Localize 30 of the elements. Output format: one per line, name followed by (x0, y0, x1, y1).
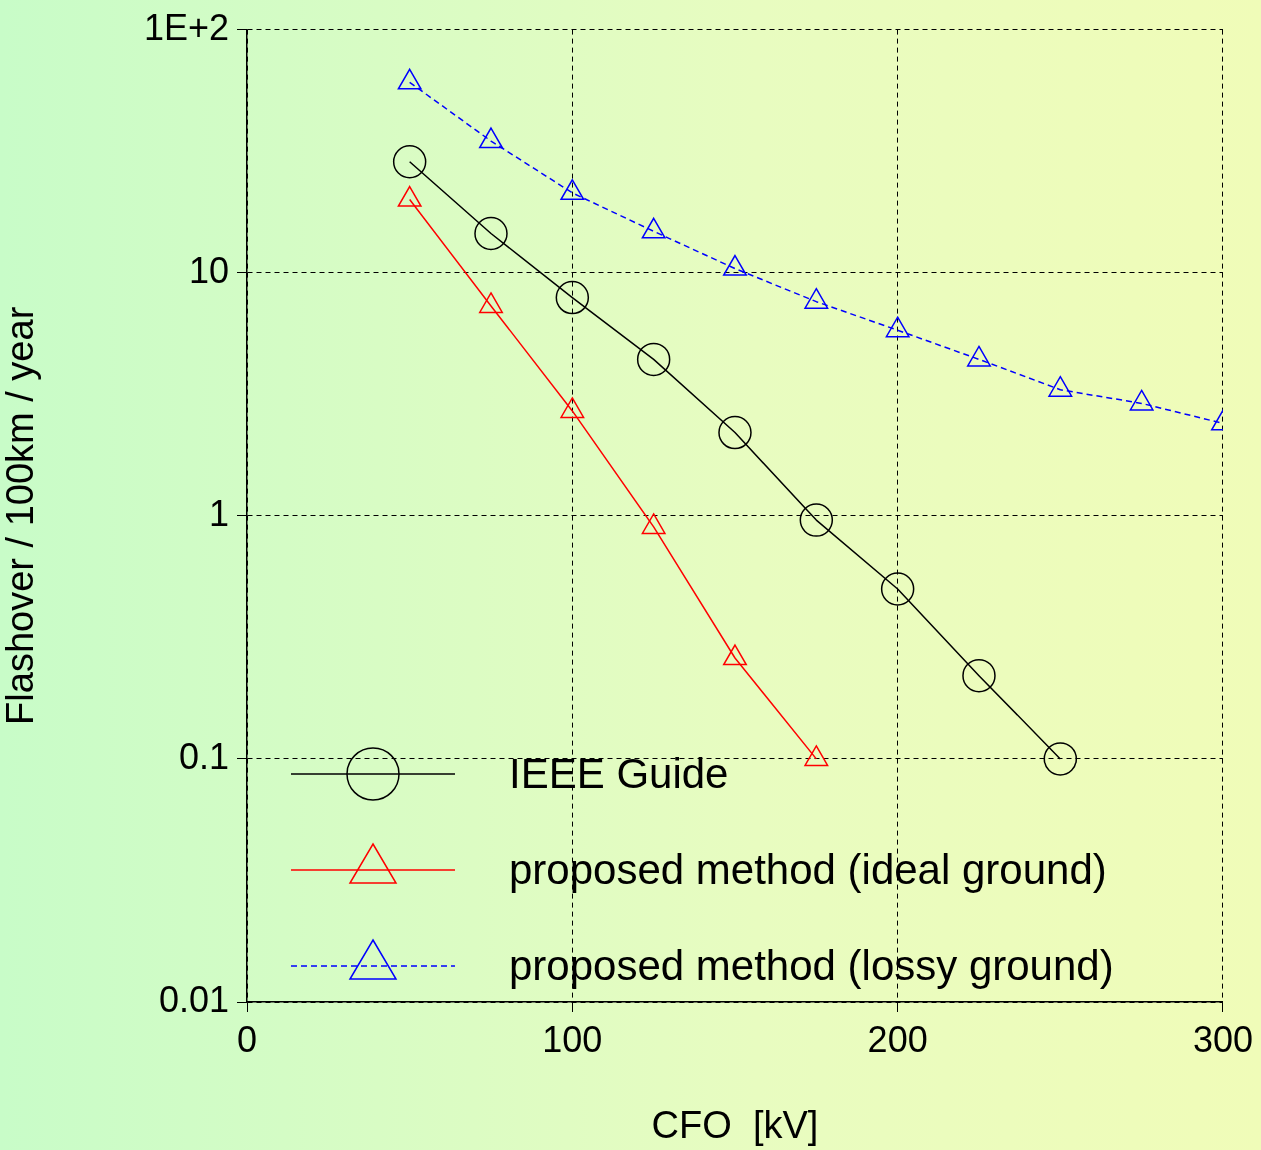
y-tick-label: 10 (188, 249, 229, 291)
legend-label: proposed method (ideal ground) (509, 846, 1107, 894)
x-tick-label: 100 (542, 1018, 603, 1060)
point (885, 316, 910, 338)
point (804, 287, 829, 309)
point (397, 68, 422, 90)
point (1129, 389, 1154, 411)
x-tick-label: 0 (236, 1018, 258, 1060)
y-axis-title: Flashover / 100km / year (0, 306, 42, 725)
y-tick-label: 0.01 (158, 978, 229, 1020)
point (641, 217, 666, 239)
legend-label: proposed method (lossy ground) (509, 942, 1114, 990)
x-axis-title: CFO [kV] (651, 1103, 819, 1146)
y-tick-label: 0.1 (178, 735, 229, 777)
point (641, 513, 666, 535)
legend-label: IEEE Guide (509, 750, 729, 798)
y-tick-label: 1E+2 (143, 6, 229, 48)
point (397, 185, 422, 207)
x-tick-label: 200 (867, 1018, 928, 1060)
point (722, 644, 747, 666)
point (722, 254, 747, 276)
y-tick-label: 1 (208, 492, 229, 534)
point (560, 397, 585, 419)
point (966, 345, 991, 367)
point (560, 179, 585, 201)
point (1048, 376, 1073, 397)
x-tick-label: 300 (1192, 1018, 1254, 1060)
point (804, 745, 829, 767)
point (478, 127, 503, 149)
point (478, 292, 503, 314)
